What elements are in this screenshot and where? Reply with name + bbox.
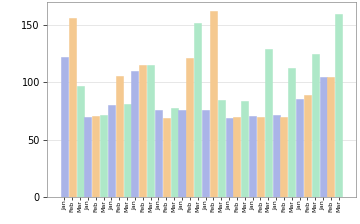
Bar — [123, 104, 131, 197]
Bar — [280, 117, 287, 197]
Bar — [265, 49, 272, 197]
Bar — [241, 101, 248, 197]
Bar — [273, 115, 280, 197]
Bar — [171, 108, 178, 197]
Bar — [218, 100, 225, 197]
Bar — [225, 118, 233, 197]
Bar — [84, 117, 91, 197]
Bar — [288, 68, 295, 197]
Bar — [179, 110, 185, 197]
Bar — [320, 77, 327, 197]
Bar — [61, 57, 68, 197]
Bar — [296, 99, 303, 197]
Bar — [92, 116, 99, 197]
Bar — [328, 77, 334, 197]
Bar — [202, 110, 209, 197]
Bar — [312, 54, 319, 197]
Bar — [194, 23, 201, 197]
Bar — [304, 95, 311, 197]
Bar — [163, 118, 170, 197]
Bar — [69, 18, 76, 197]
Bar — [249, 116, 256, 197]
Bar — [139, 65, 146, 197]
Bar — [186, 58, 193, 197]
Bar — [155, 110, 162, 197]
Bar — [335, 14, 342, 197]
Bar — [77, 86, 84, 197]
Bar — [210, 11, 217, 197]
Bar — [100, 115, 107, 197]
Bar — [108, 106, 115, 197]
Bar — [233, 117, 240, 197]
Bar — [147, 65, 154, 197]
Bar — [116, 76, 123, 197]
Bar — [131, 71, 139, 197]
Bar — [257, 117, 264, 197]
